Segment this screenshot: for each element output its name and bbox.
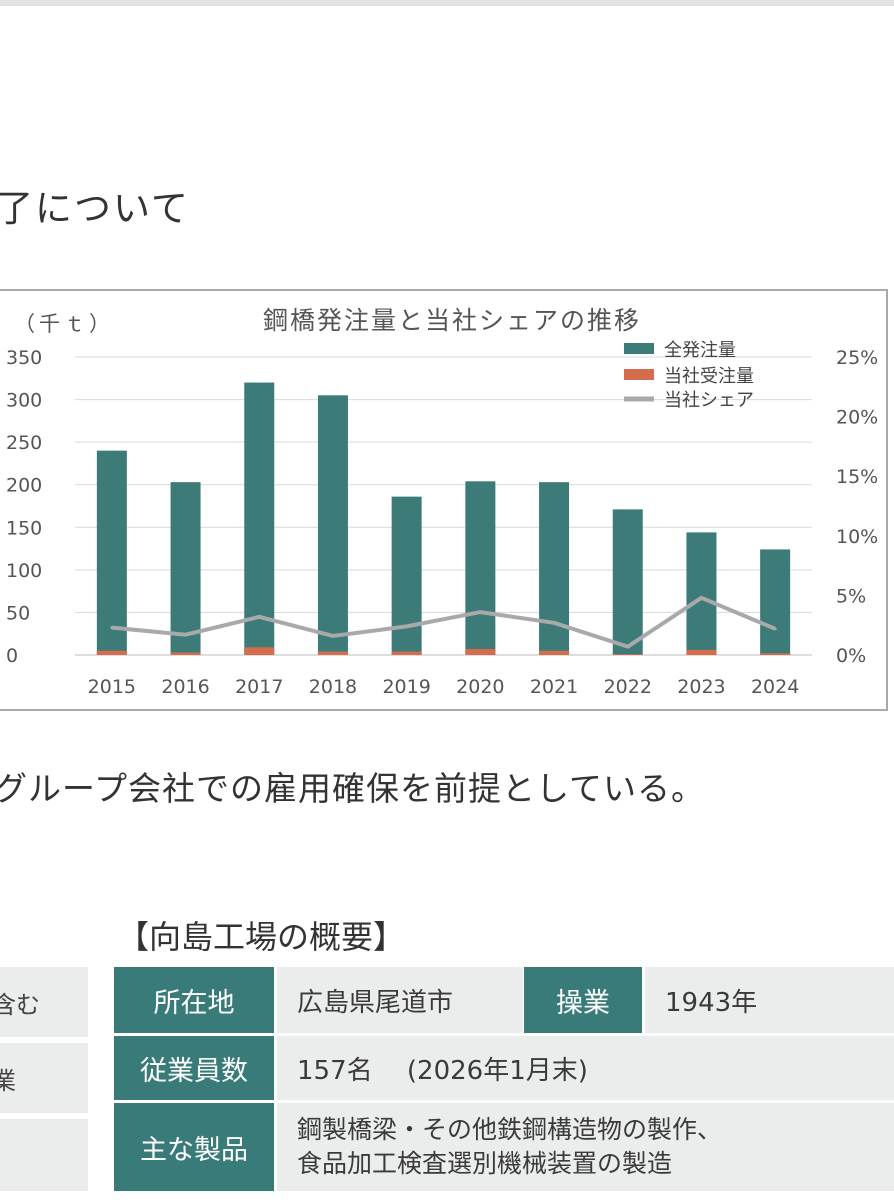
y2-tick-label: 0% bbox=[836, 645, 866, 667]
founded-value: 1943年 bbox=[645, 967, 894, 1033]
products-value: 鋼製橋梁・その他鉄鋼構造物の製作、 食品加工検査選別機械装置の製造 bbox=[277, 1103, 894, 1191]
y-tick-label: 0 bbox=[6, 645, 18, 667]
bar-total-orders bbox=[612, 509, 643, 655]
top-divider bbox=[0, 0, 894, 6]
y-tick-label: 350 bbox=[6, 347, 42, 369]
bar-company-orders bbox=[612, 654, 643, 655]
y2-tick-label: 25% bbox=[836, 347, 878, 369]
x-tick-label: 2015 bbox=[88, 676, 136, 698]
bar-total-orders bbox=[539, 482, 570, 655]
x-tick-label: 2016 bbox=[161, 676, 209, 698]
products-label: 主な製品 bbox=[114, 1103, 274, 1191]
left-table-row-1: 含む bbox=[0, 967, 88, 1037]
bar-total-orders bbox=[170, 482, 201, 655]
legend-share-label: 当社シェア bbox=[664, 390, 754, 411]
x-tick-label: 2024 bbox=[751, 676, 799, 698]
bar-total-orders bbox=[96, 450, 127, 655]
y2-tick-label: 20% bbox=[836, 407, 878, 429]
body-text: グループ会社での雇用確保を前提としている。 bbox=[0, 769, 706, 808]
left-table-row-1-text: 含む bbox=[0, 990, 40, 1019]
x-tick-label: 2019 bbox=[382, 676, 430, 698]
share-point bbox=[257, 615, 261, 619]
chart-frame: 鋼橋発注量と当社シェアの推移 （千ｔ） 0 50 100 150 200 250 300 350 0… bbox=[0, 289, 888, 711]
share-point bbox=[626, 645, 630, 649]
bar-total-orders bbox=[317, 395, 348, 655]
bar-total-orders bbox=[760, 549, 791, 655]
chart-title: 鋼橋発注量と当社シェアの推移 bbox=[263, 306, 641, 335]
bar-company-orders bbox=[686, 649, 717, 655]
bar-total-orders bbox=[686, 532, 717, 655]
share-point bbox=[478, 610, 482, 614]
bar-total-orders bbox=[465, 481, 496, 655]
bar-company-orders bbox=[96, 650, 127, 655]
legend-total-label: 全発注量 bbox=[664, 340, 736, 361]
bar-company-orders bbox=[539, 650, 570, 655]
section-heading: 了について bbox=[0, 187, 190, 230]
bar-company-orders bbox=[317, 651, 348, 655]
y-tick-label: 200 bbox=[6, 475, 42, 497]
employees-label: 従業員数 bbox=[114, 1036, 274, 1100]
x-tick-label: 2017 bbox=[235, 676, 283, 698]
y-tick-label: 100 bbox=[6, 560, 42, 582]
bar-company-orders bbox=[170, 652, 201, 655]
y-tick-label: 50 bbox=[6, 602, 30, 624]
y-tick-label: 250 bbox=[6, 432, 42, 454]
share-line bbox=[111, 595, 776, 649]
founded-label: 操業 bbox=[524, 967, 642, 1033]
share-point bbox=[331, 634, 335, 638]
y-axis-label: （千ｔ） bbox=[14, 312, 114, 336]
summary-title: 【向島工場の概要】 bbox=[117, 918, 406, 956]
products-line-1: 鋼製橋梁・その他鉄鋼構造物の製作、 bbox=[297, 1115, 723, 1144]
chart-svg: 鋼橋発注量と当社シェアの推移 （千ｔ） 0 50 100 150 200 250 300 350 0… bbox=[6, 306, 878, 698]
legend-total-swatch bbox=[624, 343, 654, 354]
share-point bbox=[699, 596, 703, 600]
share-point bbox=[405, 624, 409, 628]
products-line-2: 食品加工検査選別機械装置の製造 bbox=[297, 1149, 673, 1178]
location-value: 広島県尾道市 bbox=[277, 967, 523, 1033]
y-tick-label: 300 bbox=[6, 390, 42, 412]
x-tick-label: 2022 bbox=[604, 676, 652, 698]
bar-company-orders bbox=[244, 647, 275, 655]
location-label: 所在地 bbox=[114, 967, 274, 1033]
left-table-row-2-text: 業 bbox=[0, 1066, 16, 1095]
share-point bbox=[773, 627, 777, 631]
share-point bbox=[110, 626, 114, 630]
bar-company-orders bbox=[760, 653, 791, 655]
y2-tick-label: 15% bbox=[836, 466, 878, 488]
left-table-row-2: 業 bbox=[0, 1043, 88, 1113]
left-table-row-3 bbox=[0, 1119, 88, 1191]
x-tick-label: 2018 bbox=[309, 676, 357, 698]
bar-company-orders bbox=[391, 651, 422, 655]
bar-total-orders bbox=[391, 496, 422, 655]
x-tick-label: 2020 bbox=[456, 676, 504, 698]
y2-tick-label: 5% bbox=[836, 585, 866, 607]
y2-tick-label: 10% bbox=[836, 526, 878, 548]
legend-company-swatch bbox=[624, 369, 654, 380]
bar-total-orders bbox=[244, 382, 275, 655]
share-point bbox=[552, 621, 556, 625]
x-tick-label: 2023 bbox=[677, 676, 725, 698]
y-tick-label: 150 bbox=[6, 517, 42, 539]
x-tick-label: 2021 bbox=[530, 676, 578, 698]
employees-value: 157名 (2026年1月末) bbox=[277, 1036, 894, 1100]
bar-company-orders bbox=[465, 649, 496, 655]
share-point bbox=[184, 633, 188, 637]
legend-company-label: 当社受注量 bbox=[664, 366, 754, 387]
